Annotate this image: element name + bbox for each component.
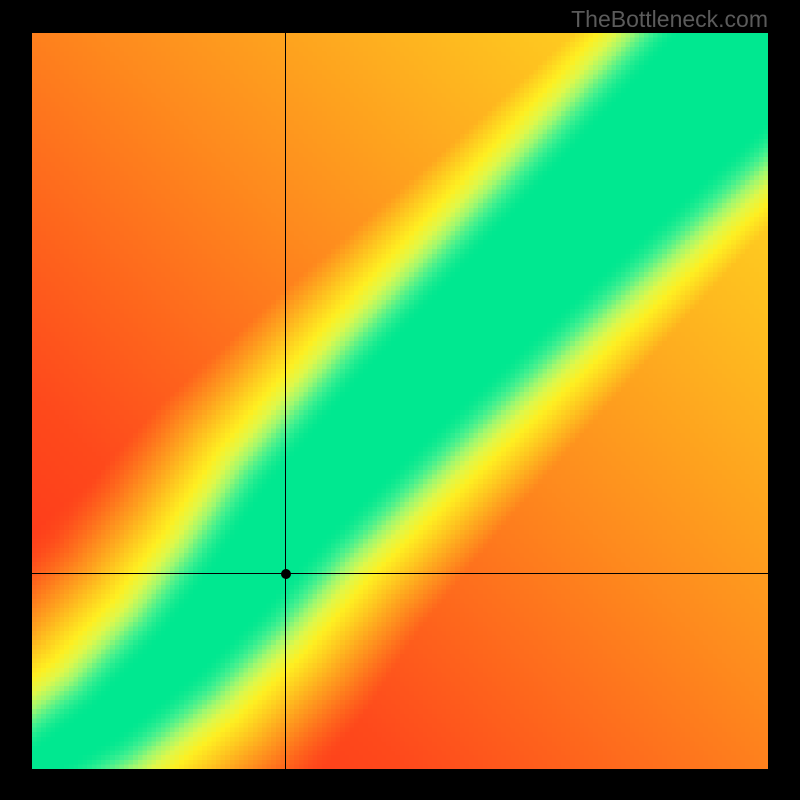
bottleneck-heatmap	[32, 33, 768, 769]
crosshair-vertical-line	[285, 33, 286, 769]
crosshair-horizontal-line	[32, 573, 768, 574]
crosshair-marker	[281, 569, 291, 579]
watermark-text: TheBottleneck.com	[571, 6, 768, 33]
